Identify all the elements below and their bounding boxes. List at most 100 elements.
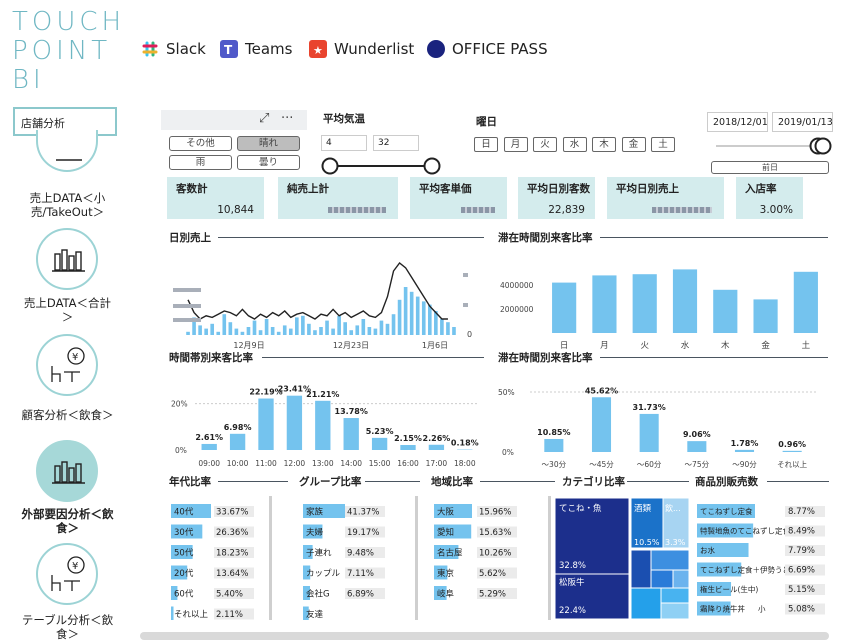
weather-sunny-button[interactable]: 晴れ bbox=[237, 136, 300, 151]
previous-day-button[interactable]: 前日 bbox=[711, 161, 829, 174]
focus-mode-icon[interactable]: ⤢ bbox=[259, 111, 270, 126]
logo-line: BI bbox=[12, 65, 45, 95]
group-data-label: 7.11% bbox=[347, 569, 374, 579]
group-label-bg bbox=[345, 547, 385, 558]
hourly-bar bbox=[229, 433, 246, 450]
weather-other-button[interactable]: その他 bbox=[169, 136, 232, 151]
stay-bar bbox=[713, 289, 738, 333]
group-label-bg bbox=[345, 588, 385, 599]
more-options-icon[interactable]: ··· bbox=[281, 111, 294, 126]
nav-icon-external[interactable] bbox=[36, 440, 98, 502]
officepass-link[interactable]: OFFICE PASS bbox=[427, 38, 548, 60]
hourly-bar bbox=[258, 398, 274, 450]
officepass-icon bbox=[427, 40, 445, 58]
nav-item-external-active[interactable]: 外部要因分析＜飲 食＞ bbox=[0, 507, 135, 535]
section-divider bbox=[218, 481, 288, 482]
temp-range-slider[interactable] bbox=[318, 155, 446, 177]
svg-text:¥: ¥ bbox=[72, 352, 78, 363]
slider-max-handle[interactable] bbox=[423, 157, 441, 175]
daily-sales-bar bbox=[276, 331, 281, 335]
age-label-bg bbox=[214, 567, 254, 579]
hourly-x-tick: 13:00 bbox=[312, 459, 334, 468]
age-category: 40代 bbox=[174, 507, 194, 518]
redacted-axis-label bbox=[173, 304, 201, 308]
product-data-label: 8.49% bbox=[788, 527, 815, 537]
date-range-slider[interactable] bbox=[712, 136, 836, 156]
region-label-bg bbox=[477, 547, 517, 558]
age-bar bbox=[171, 586, 178, 600]
region-bar bbox=[434, 586, 447, 600]
stay-bar bbox=[632, 274, 657, 333]
daily-sales-chart: 12月9日 12月23日 1月6日 0 bbox=[173, 262, 472, 350]
nav-icon-customer[interactable]: ¥ bbox=[36, 334, 98, 396]
product-bar bbox=[697, 523, 754, 538]
temp-max-input[interactable]: 32 bbox=[373, 135, 419, 151]
hourly-bar bbox=[201, 443, 217, 450]
horizontal-scrollbar[interactable] bbox=[140, 632, 829, 640]
stay-x-tick: 金 bbox=[761, 340, 770, 351]
date-start-input[interactable]: 2018/12/01 bbox=[707, 112, 768, 132]
stay-x-tick: 土 bbox=[802, 340, 811, 351]
stay-bar bbox=[672, 269, 698, 333]
hourly-x-tick: 12:00 bbox=[284, 459, 306, 468]
teams-link[interactable]: T Teams bbox=[220, 38, 292, 60]
nav-icon-table[interactable]: ¥ bbox=[36, 543, 98, 605]
weather-cloudy-button[interactable]: 曇り bbox=[237, 155, 300, 170]
region-bar bbox=[434, 524, 472, 539]
nav-item-customer[interactable]: 顧客分析＜飲食＞ bbox=[0, 408, 135, 422]
weekday-button-1[interactable]: 月 bbox=[503, 137, 528, 152]
hourly-ratio-title: 時間帯別来客比率 bbox=[169, 352, 253, 364]
stay-bar bbox=[793, 271, 818, 333]
nav-item-sales-total[interactable]: 売上DATA＜合計 ＞ bbox=[0, 296, 135, 324]
daily-sales-bar bbox=[186, 331, 190, 335]
hourly-bar bbox=[343, 418, 359, 450]
weekday-button-0[interactable]: 日 bbox=[474, 137, 498, 152]
stay-ratio-x-tick: ～30分 bbox=[542, 460, 567, 469]
treemap-cell bbox=[660, 602, 690, 619]
region-data-label: 5.62% bbox=[479, 569, 506, 579]
stay-ratio-data-label: 10.85% bbox=[537, 428, 570, 437]
hourly-data-label: 13.78% bbox=[335, 407, 368, 416]
weather-rain-button[interactable]: 雨 bbox=[169, 155, 232, 170]
nav-item-table[interactable]: テーブル分析＜飲 食＞ bbox=[0, 613, 135, 641]
weekday-button-3[interactable]: 水 bbox=[562, 137, 587, 152]
nav-label: 食＞ bbox=[56, 627, 79, 641]
age-bar bbox=[171, 565, 188, 580]
treemap-value: 3.3% bbox=[665, 538, 686, 547]
weekday-button-6[interactable]: 土 bbox=[651, 137, 675, 152]
nav-label: 売上DATA＜小 bbox=[29, 191, 106, 205]
daily-sales-bar bbox=[258, 330, 263, 335]
stay-x-tick: 木 bbox=[721, 340, 730, 351]
daily-sales-bar bbox=[216, 331, 221, 335]
stay-time-chart-1: 日 月 火 水 木 金 土 4000000 2000000 bbox=[500, 269, 818, 351]
yen-table-icon: ¥ bbox=[51, 556, 85, 591]
region-data-label: 15.96% bbox=[479, 508, 511, 518]
weekday-button-4[interactable]: 木 bbox=[592, 137, 616, 152]
daily-sales-bar bbox=[301, 315, 305, 335]
group-bar bbox=[303, 524, 323, 539]
group-label-bg bbox=[345, 567, 385, 579]
nav-icon-partial[interactable] bbox=[36, 130, 98, 172]
weekday-button-2[interactable]: 火 bbox=[533, 137, 557, 152]
stay-ratio-y-tick: 50% bbox=[498, 388, 515, 397]
kpi-card-avg-spend: 平均客単価 bbox=[410, 177, 507, 219]
nav-item-sales-takeout[interactable]: 売上DATA＜小 売/TakeOut＞ bbox=[0, 191, 135, 219]
region-scrollbar bbox=[548, 496, 551, 620]
slider-min-handle[interactable] bbox=[321, 157, 339, 175]
nav-label: テーブル分析＜飲 bbox=[21, 613, 114, 627]
wunderlist-link[interactable]: ★ Wunderlist bbox=[309, 38, 414, 60]
product-data-label: 5.15% bbox=[788, 585, 815, 595]
nav-icon-sales-total[interactable] bbox=[36, 228, 98, 290]
age-label-bg bbox=[214, 506, 254, 517]
slack-link[interactable]: Slack bbox=[141, 38, 206, 60]
stay-bar bbox=[753, 299, 778, 333]
stay-ratio-bar bbox=[591, 397, 612, 452]
weekday-button-5[interactable]: 金 bbox=[621, 137, 646, 152]
date-end-input[interactable]: 2019/01/13 bbox=[772, 112, 833, 132]
hourly-data-label: 5.23% bbox=[366, 427, 394, 436]
daily-sales-bar bbox=[270, 327, 275, 335]
stay-ratio-data-label: 1.78% bbox=[731, 439, 759, 448]
product-bar bbox=[697, 582, 732, 596]
temp-min-input[interactable]: 4 bbox=[321, 135, 367, 151]
